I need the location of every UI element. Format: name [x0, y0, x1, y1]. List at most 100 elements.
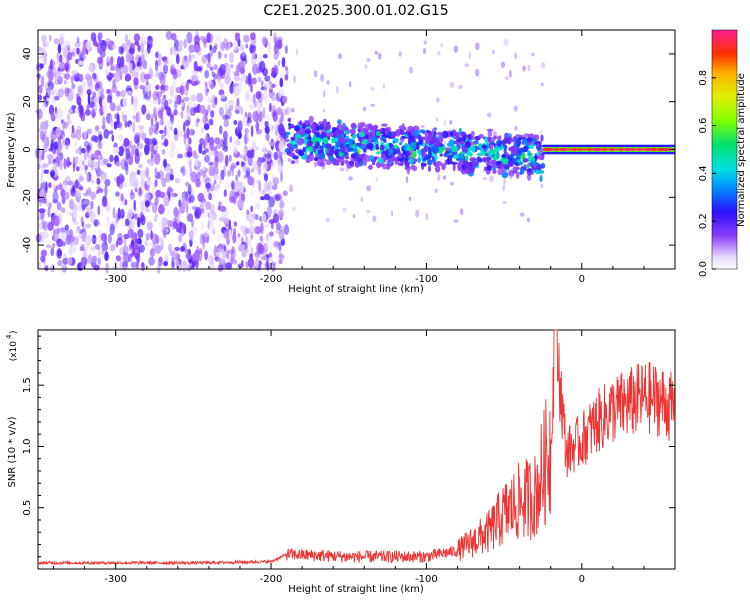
spectrogram-cell — [120, 90, 126, 98]
spectrogram-cell — [290, 108, 295, 113]
spectrogram-cell — [196, 92, 203, 103]
spectrogram-cell — [466, 151, 472, 156]
spectrogram-cell — [278, 87, 285, 98]
spectrogram-cell — [94, 102, 98, 112]
spectrogram-cell — [199, 233, 205, 245]
spectrogram-cell — [195, 178, 201, 188]
spectrogram-cell — [218, 89, 225, 96]
spectrogram-cell — [109, 72, 116, 78]
spectrogram-cell — [53, 141, 59, 151]
spectrogram-cell — [223, 119, 230, 128]
spectrogram-cell — [602, 148, 607, 151]
spectrogram-cell — [75, 155, 79, 165]
spectrogram-cell — [146, 221, 153, 231]
spectrogram-cell — [273, 32, 277, 44]
spectrogram-cell — [56, 184, 63, 191]
spectrogram-cell — [259, 157, 266, 163]
spectrogram-cell — [474, 68, 480, 77]
spectrogram-cell — [278, 209, 284, 219]
snr-x-tick-label: -300 — [104, 574, 127, 585]
spectrogram-cell — [115, 90, 121, 97]
spectrogram-cell — [161, 217, 168, 227]
spectrogram-cell — [449, 120, 453, 125]
spectrogram-cell — [47, 80, 51, 87]
spectrogram-cell — [74, 76, 80, 82]
spectrogram-cell — [497, 141, 502, 148]
spectrogram-cell — [168, 98, 173, 105]
spectrogram-cell — [319, 123, 325, 131]
spectrogram-cell — [101, 87, 104, 97]
spectrogram-cell — [150, 147, 155, 159]
spectrogram-cell — [284, 138, 290, 143]
spectrogram-cell — [132, 96, 138, 108]
spectrogram-cell — [246, 94, 253, 103]
spectrogram-cell — [70, 47, 78, 57]
spectrogram-cell — [228, 154, 232, 162]
spectrogram-cell — [53, 236, 58, 242]
spectrogram-cell — [540, 62, 546, 69]
spectrogram-cell — [284, 45, 288, 54]
spectrogram-cell — [219, 41, 226, 52]
spectrogram-cell — [220, 257, 226, 265]
spectrogram-cell — [279, 116, 283, 125]
spectrogram-cell — [204, 154, 210, 163]
spectrogram-cell — [232, 140, 239, 150]
spectrogram-cell — [236, 161, 240, 166]
spectrogram-cell — [72, 245, 77, 253]
spectrogram-cell — [137, 143, 144, 149]
spectrogram-cell — [174, 39, 180, 48]
spectrogram-cell — [37, 46, 43, 53]
spectrogram-cell — [48, 117, 51, 127]
spectrogram-cell — [193, 60, 198, 72]
spectrogram-cell — [38, 208, 46, 214]
spectrogram-cell — [125, 52, 131, 63]
spectrogram-cell — [543, 148, 548, 151]
spectrogram-cell — [139, 127, 144, 135]
spectrogram-cell — [133, 76, 139, 86]
spectrogram-cell — [91, 108, 96, 119]
spectrogram-cell — [50, 143, 54, 152]
spectrogram-cell — [103, 128, 110, 139]
spectrogram-cell — [271, 152, 274, 157]
spectrogram-cell — [267, 42, 272, 53]
spectrogram-cell — [40, 172, 44, 183]
spectrogram-cell — [173, 207, 179, 218]
spectrogram-cell — [51, 183, 56, 190]
spectrogram-cell — [44, 124, 48, 135]
spectrogram-cell — [258, 244, 264, 254]
spectrogram-cell — [339, 145, 347, 154]
spectrogram-cell — [185, 253, 192, 259]
colorbar-ticks: 0.0 0.2 0.4 0.6 0.8 — [698, 70, 716, 277]
spectrogram-cell — [39, 188, 45, 200]
spectrogram-cell — [96, 177, 101, 185]
spectrogram-cell — [377, 157, 384, 164]
spectrogram-cell — [274, 36, 278, 48]
spectrogram-cell — [423, 47, 426, 55]
spectrogram-cell — [441, 146, 447, 150]
spectrogram-cell — [159, 129, 164, 134]
spectrogram-cell — [144, 82, 151, 93]
spectrogram-cell — [144, 168, 149, 177]
spectrogram-cell — [233, 40, 237, 51]
spectrogram-cell — [277, 36, 283, 43]
spectrogram-cell — [207, 81, 213, 85]
spectrogram-cell — [238, 60, 245, 73]
spectrogram-cell — [217, 51, 222, 60]
spectrogram-cell — [153, 110, 158, 118]
spectrogram-cell — [243, 174, 247, 179]
spectrogram-cell — [57, 43, 62, 54]
spectrogram-cell — [48, 34, 52, 42]
spectrogram-cell — [188, 197, 192, 205]
spectrogram-cell — [407, 126, 414, 131]
spectrogram-cell — [61, 207, 66, 214]
spectrogram-cell — [79, 53, 86, 61]
colorbar-label: Normalized spectral amplitude — [736, 73, 747, 227]
spectrogram-cell — [478, 133, 484, 139]
spectrogram-cell — [214, 183, 218, 188]
spectrogram-cell — [146, 242, 152, 247]
spectrogram-cell — [353, 133, 357, 138]
spectrogram-cell — [106, 89, 111, 94]
spectrogram-cell — [299, 127, 305, 136]
spectrogram-cell — [496, 135, 502, 140]
spectrogram-cell — [203, 41, 207, 49]
